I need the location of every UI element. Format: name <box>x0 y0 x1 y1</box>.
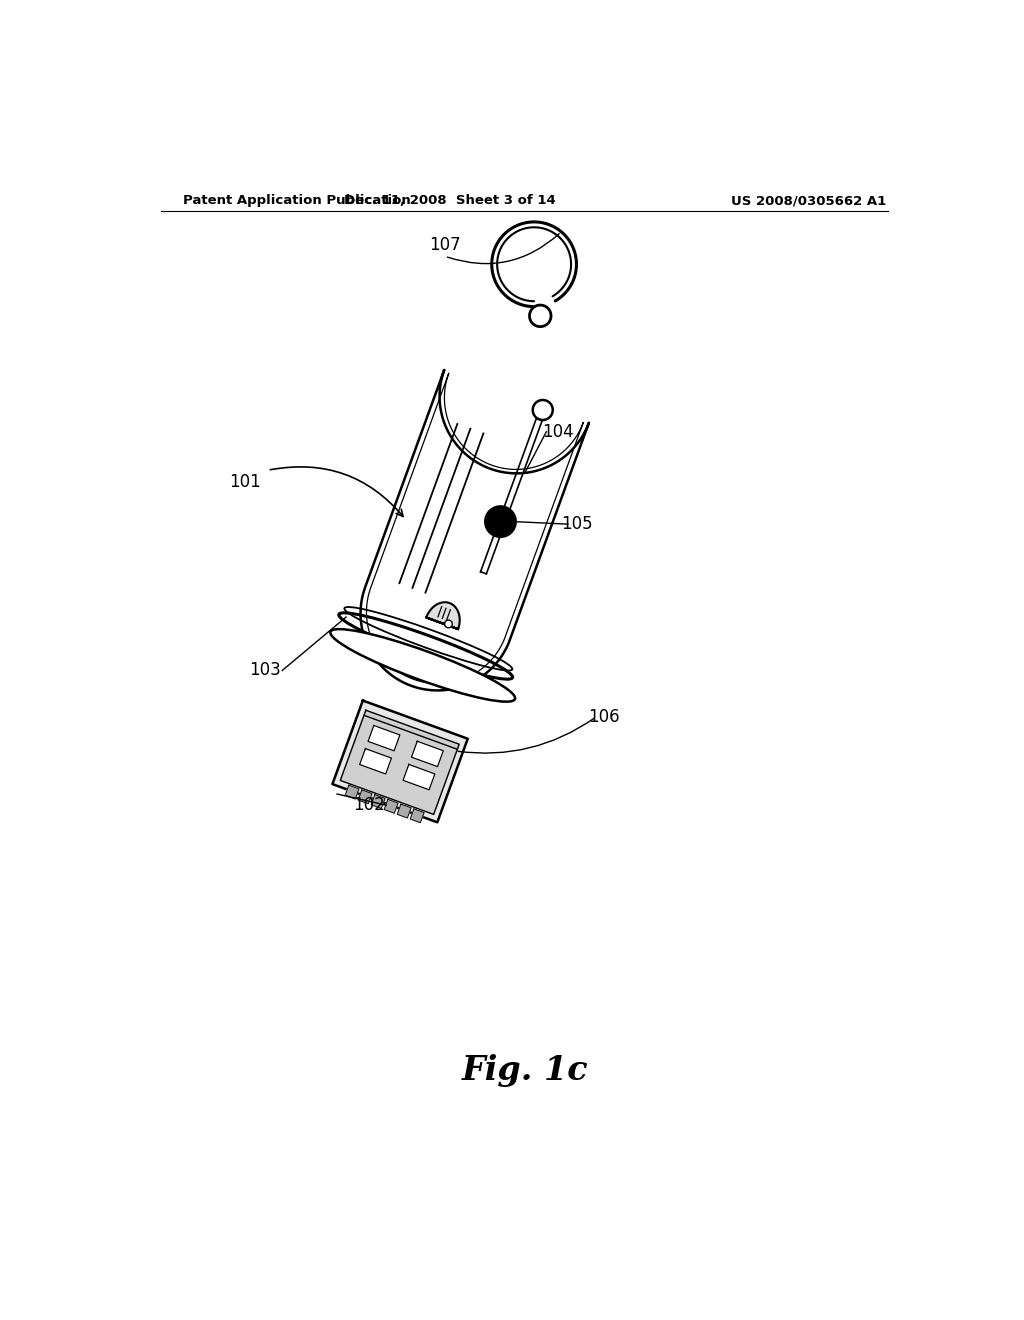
Polygon shape <box>371 795 385 808</box>
Text: 107: 107 <box>429 236 461 253</box>
Polygon shape <box>359 748 391 774</box>
Text: Fig. 1c: Fig. 1c <box>462 1055 588 1088</box>
Text: 102: 102 <box>353 796 385 814</box>
Text: Patent Application Publication: Patent Application Publication <box>183 194 411 207</box>
Text: 106: 106 <box>589 708 620 726</box>
Circle shape <box>532 400 553 420</box>
Polygon shape <box>340 710 459 814</box>
Text: 104: 104 <box>542 422 573 441</box>
Text: US 2008/0305662 A1: US 2008/0305662 A1 <box>731 194 887 207</box>
Polygon shape <box>412 742 443 767</box>
Text: 103: 103 <box>250 661 282 680</box>
Polygon shape <box>403 764 435 789</box>
Polygon shape <box>368 726 400 751</box>
Polygon shape <box>411 809 424 822</box>
Text: 105: 105 <box>561 515 593 533</box>
Polygon shape <box>358 789 372 804</box>
Polygon shape <box>397 804 411 818</box>
Polygon shape <box>384 800 398 813</box>
Polygon shape <box>345 785 359 799</box>
Polygon shape <box>333 701 468 822</box>
Polygon shape <box>426 602 460 630</box>
Ellipse shape <box>331 630 515 702</box>
Circle shape <box>444 620 453 628</box>
Text: Dec. 11, 2008  Sheet 3 of 14: Dec. 11, 2008 Sheet 3 of 14 <box>344 194 556 207</box>
Circle shape <box>485 506 516 537</box>
Text: 101: 101 <box>228 473 260 491</box>
Polygon shape <box>360 370 589 690</box>
